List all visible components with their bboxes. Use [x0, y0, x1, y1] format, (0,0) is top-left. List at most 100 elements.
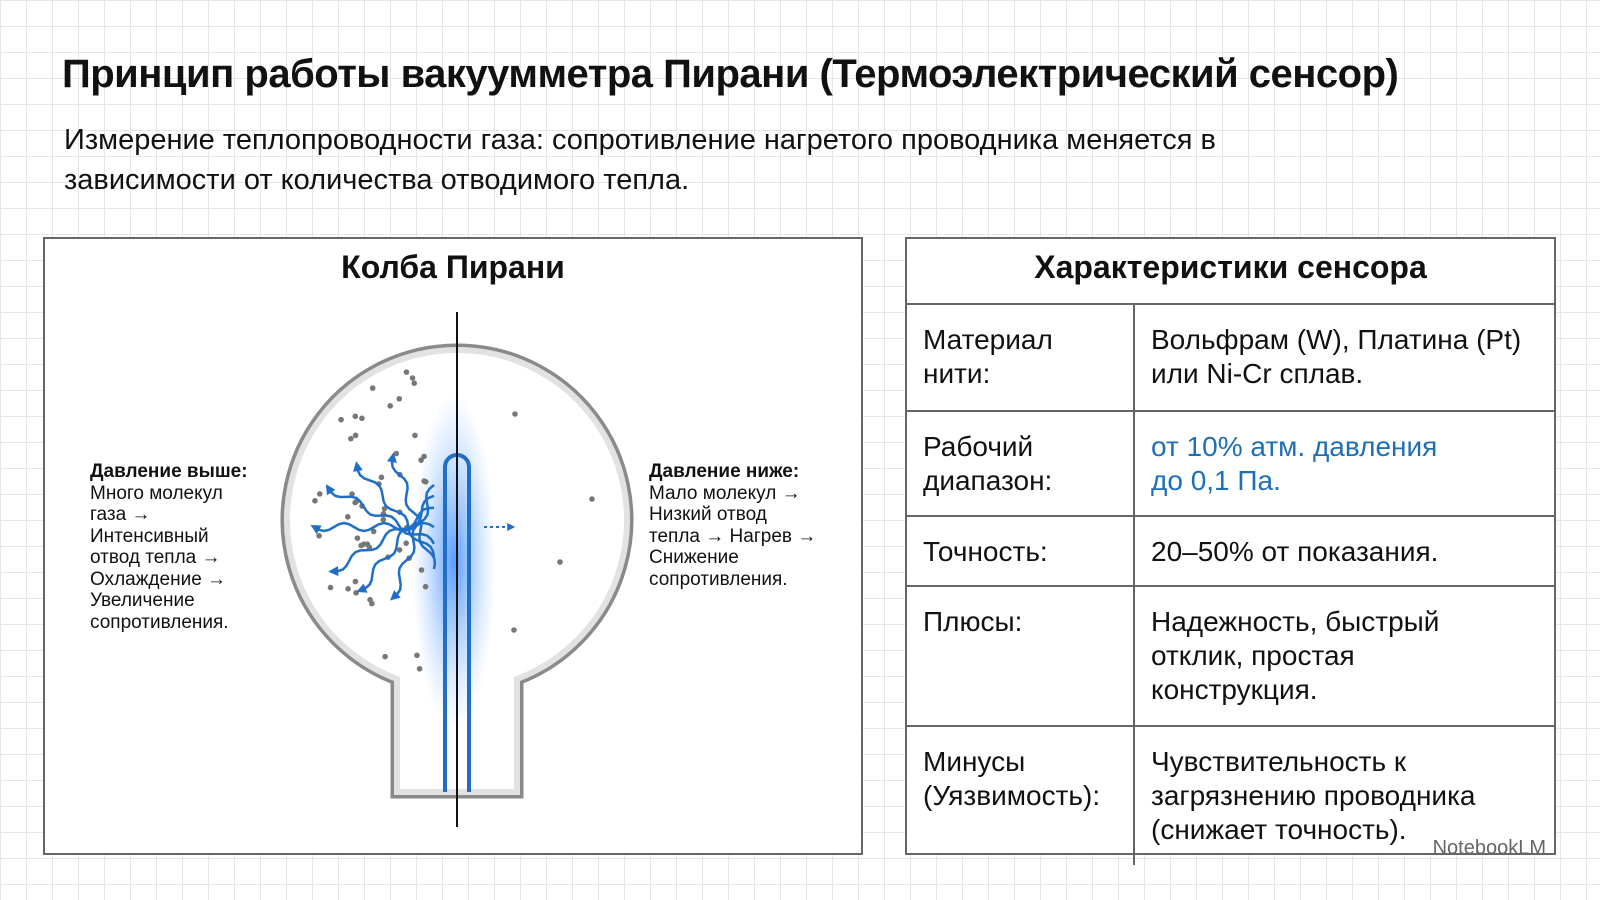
table-title: Характеристики сенсора [1034, 249, 1427, 285]
cell-line: конструкция. [1151, 674, 1318, 705]
molecule [349, 491, 355, 497]
value-cell: Надежность, быстрый отклик, простая констр… [1134, 585, 1554, 726]
table-row: Плюсы: Надежность, быстрый отклик, простая… [907, 585, 1554, 726]
subtitle: Измерение теплопроводности газа: сопроти… [64, 120, 1484, 200]
heat-arrow [325, 484, 436, 545]
molecule [367, 596, 373, 603]
molecule [359, 415, 365, 422]
cell-line: Материал [923, 324, 1053, 355]
molecule [352, 432, 359, 439]
label-line: Низкий отвод [649, 504, 767, 525]
molecule [387, 403, 393, 409]
cell-line: нити: [923, 358, 991, 389]
label-line: Охлаждение → [90, 568, 227, 590]
key-cell: Плюсы: [907, 585, 1135, 726]
molecule [354, 535, 361, 541]
heat-arrow [387, 452, 437, 570]
molecule [414, 652, 420, 659]
heat-arrow [328, 506, 435, 577]
value-cell: Вольфрам (W), Платина (Pt) или Ni-Cr спла… [1134, 303, 1554, 411]
molecule [338, 416, 344, 423]
label-line: сопротивления. [90, 611, 229, 633]
molecule [312, 497, 318, 504]
cell-line: загрязнению проводника [1151, 780, 1476, 811]
molecule [418, 567, 425, 573]
cell-line: Надежность, быстрый [1151, 606, 1440, 637]
label-line: Мало молекул → [649, 482, 801, 504]
right-label: Давление ниже: Мало молекул → Низкий отвод… [649, 461, 816, 590]
subtitle-line: зависимости от количества отводимого теп… [64, 164, 690, 196]
molecule [409, 375, 416, 381]
molecule [403, 540, 409, 546]
cell-line: диапазон: [923, 465, 1053, 496]
label-heading: Давление ниже: [649, 461, 800, 482]
bulb-diagram [280, 312, 634, 827]
label-line: Снижение [649, 547, 739, 568]
molecule [316, 532, 322, 539]
molecule [380, 516, 387, 523]
molecule [353, 590, 359, 596]
table-row: Минусы (Уязвимость): Чувствительность к заг… [907, 725, 1554, 865]
key-cell: Точность: [907, 515, 1135, 586]
molecule [358, 542, 364, 549]
table-row: Точность: 20–50% от показания. [907, 515, 1554, 586]
cell-line: (Уязвимость): [923, 780, 1101, 811]
cell-line: Точность: [923, 536, 1048, 567]
molecule [396, 395, 403, 402]
key-cell: Минусы (Уязвимость): [907, 725, 1135, 865]
molecule [422, 478, 429, 485]
cell-line: Рабочий [923, 431, 1034, 462]
cell-line: (снижает точность). [1151, 814, 1407, 845]
cell-line: от 10% атм. давления [1151, 431, 1438, 462]
molecule [412, 432, 418, 439]
value-cell: Чувствительность к загрязнению проводника… [1134, 725, 1554, 865]
subtitle-line: Измерение теплопроводности газа: сопроти… [64, 124, 1216, 156]
molecule [378, 474, 385, 481]
heat-glow [412, 392, 496, 732]
spec-table: Материал нити: Вольфрам (W), Платина (Pt) и… [907, 303, 1554, 865]
molecule [344, 514, 351, 520]
molecule [369, 385, 376, 391]
label-line: Увеличение [90, 590, 195, 611]
molecule [403, 369, 410, 375]
molecule [370, 528, 377, 535]
key-cell: Материал нити: [907, 303, 1135, 411]
table-panel: Характеристики сенсора Материал нити: Воль… [905, 237, 1556, 865]
cell-line: отклик, простая [1151, 640, 1355, 671]
cell-line: Минусы [923, 746, 1026, 777]
molecule [345, 586, 351, 592]
key-cell: Рабочий диапазон: [907, 410, 1135, 516]
molecule [416, 665, 423, 672]
molecule [512, 411, 518, 417]
value-cell: от 10% атм. давления до 0,1 Па. [1134, 410, 1554, 516]
diagram-title: Колба Пирани [341, 249, 565, 285]
cell-line: до 0,1 Па. [1151, 465, 1281, 496]
cell-line: или Ni-Cr сплав. [1151, 358, 1364, 389]
molecule [511, 627, 517, 633]
cell-line: Вольфрам (W), Платина (Pt) [1151, 324, 1522, 355]
label-line: Интенсивный [90, 525, 209, 547]
label-line: тепла → Нагрев → [649, 525, 817, 547]
table-row: Рабочий диапазон: от 10% атм. давления до 0… [907, 410, 1554, 516]
left-label: Давление выше: Много молекул газа → Интенси… [90, 461, 248, 633]
molecule [418, 457, 424, 463]
label-line: газа → [90, 504, 151, 525]
cell-line: Плюсы: [923, 606, 1023, 637]
diagram-panel: Колба Пирани Давление выше: Много молекул… [43, 237, 863, 855]
molecule [352, 413, 359, 420]
heat-arrow [310, 521, 435, 535]
molecule [557, 559, 563, 565]
value-cell: 20–50% от показания. [1134, 515, 1554, 586]
label-heading: Давление выше: [90, 461, 248, 482]
label-line: Много молекул [90, 482, 223, 504]
molecule [421, 453, 427, 460]
label-line: отвод тепла → [90, 547, 221, 568]
table-row: Материал нити: Вольфрам (W), Платина (Pt) и… [907, 303, 1554, 411]
molecule [422, 583, 429, 590]
molecule [327, 584, 334, 591]
molecule [411, 380, 418, 387]
watermark: NotebookLM [1432, 837, 1546, 859]
title: Принцип работы вакуумметра Пирани (Термо… [62, 52, 1399, 96]
